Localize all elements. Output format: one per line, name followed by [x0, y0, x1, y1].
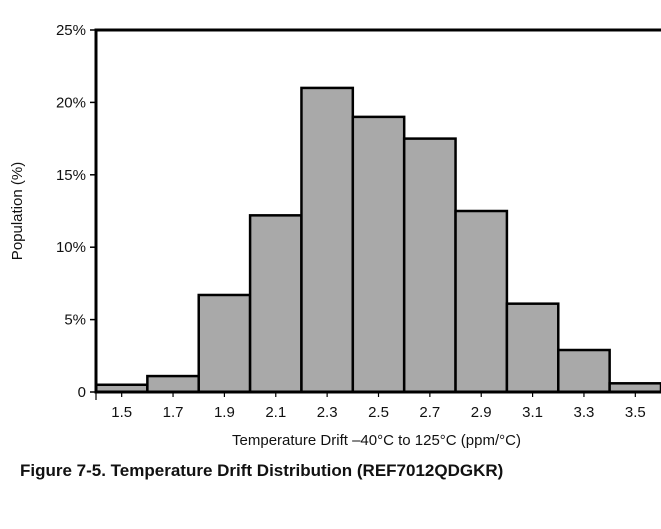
- histogram-bar: [454, 209, 509, 394]
- x-tick-label: 1.9: [214, 404, 235, 421]
- figure-caption: Figure 7-5. Temperature Drift Distributi…: [20, 461, 504, 480]
- x-tick-label: 3.5: [625, 404, 646, 421]
- bars-group: [94, 86, 661, 394]
- x-axis-title: Temperature Drift –40°C to 125°C (ppm/°C…: [232, 432, 521, 449]
- x-tick-label: 2.5: [368, 404, 389, 421]
- histogram-bar: [197, 293, 252, 394]
- y-tick-label: 20%: [56, 94, 86, 111]
- histogram-bar: [146, 374, 200, 394]
- temperature-drift-histogram: 0 5% 10% 15% 20% 25% 1.5 1.7 1.9 2.1 2.3 2.5 2.7 2.9…: [9, 22, 661, 449]
- x-tick-label: 1.5: [111, 404, 132, 421]
- y-tick-label: 25%: [56, 22, 86, 39]
- y-axis-title: Population (%): [9, 162, 26, 260]
- x-tick-label: 2.3: [317, 404, 338, 421]
- histogram-bar: [557, 348, 611, 394]
- histogram-bar: [248, 214, 303, 394]
- x-tick-label: 2.7: [419, 404, 440, 421]
- histogram-bar: [351, 115, 406, 394]
- histogram-bar: [505, 302, 560, 394]
- y-tick-label: 10%: [56, 239, 86, 256]
- y-tick-label: 15%: [56, 167, 86, 184]
- x-tick-label: 3.1: [522, 404, 543, 421]
- plot-frame: [94, 28, 661, 394]
- y-axis: 0 5% 10% 15% 20% 25%: [56, 22, 96, 401]
- y-tick-label: 0: [78, 384, 86, 401]
- y-tick-label: 5%: [64, 312, 86, 329]
- histogram-bar: [402, 137, 457, 394]
- x-tick-label: 2.1: [265, 404, 286, 421]
- x-tick-label: 3.3: [574, 404, 595, 421]
- x-tick-label: 1.7: [163, 404, 184, 421]
- x-tick-label: 2.9: [471, 404, 492, 421]
- x-axis: 1.5 1.7 1.9 2.1 2.3 2.5 2.7 2.9 3.1 3.3 3.5: [95, 392, 646, 421]
- histogram-bar: [300, 86, 355, 394]
